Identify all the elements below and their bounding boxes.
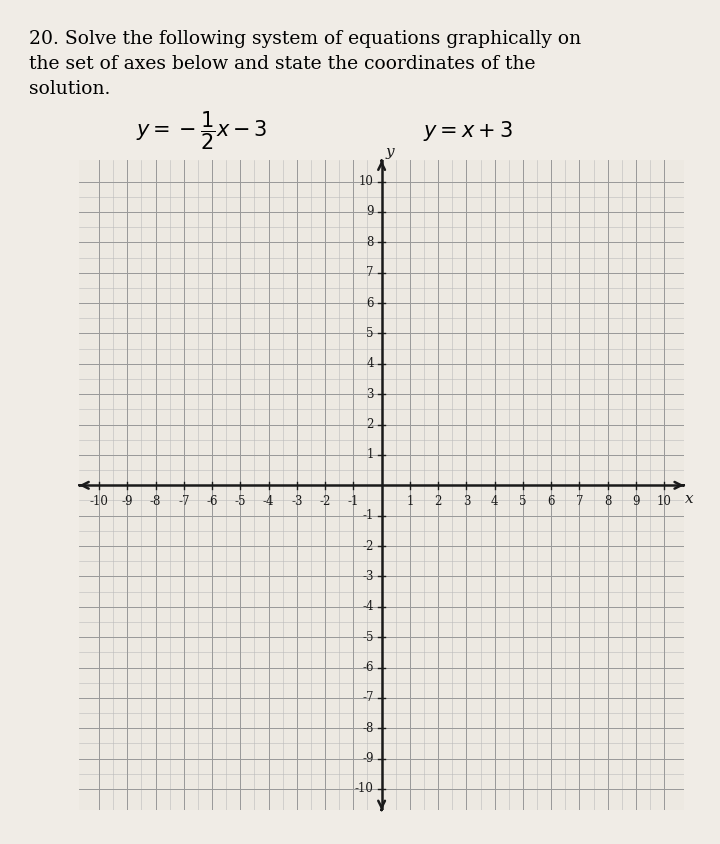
Text: 9: 9 — [632, 495, 639, 508]
Text: -3: -3 — [291, 495, 302, 508]
Text: -10: -10 — [355, 782, 374, 796]
Text: 5: 5 — [519, 495, 526, 508]
Text: -1: -1 — [348, 495, 359, 508]
Text: -9: -9 — [122, 495, 133, 508]
Text: -4: -4 — [362, 600, 374, 614]
Text: -2: -2 — [320, 495, 330, 508]
Text: x: x — [685, 492, 694, 506]
Text: 3: 3 — [366, 387, 374, 401]
Text: -7: -7 — [362, 691, 374, 705]
Text: 8: 8 — [366, 235, 374, 249]
Text: -10: -10 — [89, 495, 109, 508]
Text: 10: 10 — [359, 175, 374, 188]
Text: -6: -6 — [362, 661, 374, 674]
Text: 6: 6 — [366, 296, 374, 310]
Text: 20. Solve the following system of equations graphically on: 20. Solve the following system of equati… — [29, 30, 581, 47]
Text: 9: 9 — [366, 205, 374, 219]
Text: solution.: solution. — [29, 80, 110, 98]
Text: 5: 5 — [366, 327, 374, 340]
Text: y: y — [385, 145, 394, 159]
Text: -9: -9 — [362, 752, 374, 766]
Text: -3: -3 — [362, 570, 374, 583]
Text: -5: -5 — [362, 630, 374, 644]
Text: 10: 10 — [657, 495, 672, 508]
Text: -8: -8 — [150, 495, 161, 508]
Text: -5: -5 — [235, 495, 246, 508]
Text: -4: -4 — [263, 495, 274, 508]
Text: $y = x + 3$: $y = x + 3$ — [423, 119, 513, 143]
Text: -1: -1 — [362, 509, 374, 522]
Text: 6: 6 — [547, 495, 555, 508]
Text: 2: 2 — [366, 418, 374, 431]
Text: -8: -8 — [362, 722, 374, 735]
Text: -7: -7 — [178, 495, 189, 508]
Text: the set of axes below and state the coordinates of the: the set of axes below and state the coor… — [29, 55, 535, 73]
Text: 1: 1 — [366, 448, 374, 462]
Text: $y = -\dfrac{1}{2}x - 3$: $y = -\dfrac{1}{2}x - 3$ — [136, 110, 267, 152]
Text: 4: 4 — [491, 495, 498, 508]
Text: 4: 4 — [366, 357, 374, 371]
Text: -6: -6 — [206, 495, 217, 508]
Text: -2: -2 — [362, 539, 374, 553]
Text: 2: 2 — [434, 495, 442, 508]
Text: 3: 3 — [463, 495, 470, 508]
Text: 8: 8 — [604, 495, 611, 508]
Text: 7: 7 — [576, 495, 583, 508]
Text: 1: 1 — [406, 495, 413, 508]
Text: 7: 7 — [366, 266, 374, 279]
